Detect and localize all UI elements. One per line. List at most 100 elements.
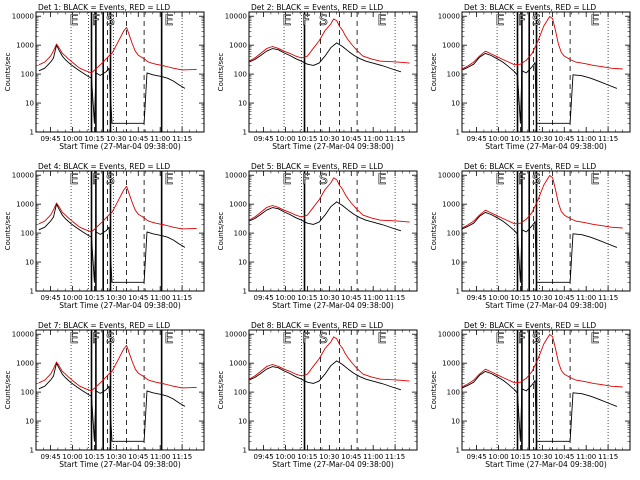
interval-letter: F bbox=[92, 13, 100, 29]
x-tick-label: 11:00 bbox=[363, 135, 383, 143]
interval-letter: F bbox=[302, 172, 310, 188]
x-tick-label: 10:45 bbox=[128, 453, 148, 461]
x-tick-label: 11:00 bbox=[363, 453, 383, 461]
x-tick-label: 10:15 bbox=[84, 453, 104, 461]
plot-frame bbox=[35, 329, 205, 451]
x-tick-label: 10:30 bbox=[532, 294, 552, 302]
x-tick-label: 10:30 bbox=[319, 135, 339, 143]
x-tick-label: 11:00 bbox=[363, 294, 383, 302]
interval-letter: F bbox=[92, 331, 100, 347]
series-events-line bbox=[462, 370, 618, 442]
x-tick-label: 10:00 bbox=[488, 294, 508, 302]
y-axis-label: Counts/sec bbox=[217, 53, 225, 92]
x-tick-label: 11:00 bbox=[150, 294, 170, 302]
x-tick-label: 09:45 bbox=[254, 135, 274, 143]
plot-frame bbox=[35, 170, 205, 292]
panel-title: Det 8: BLACK = Events, RED = LLD bbox=[251, 321, 383, 330]
plot-frame bbox=[461, 329, 631, 451]
x-tick-label: 10:45 bbox=[554, 294, 574, 302]
y-tick-label: 10 bbox=[451, 259, 460, 267]
panel-det-3: Det 3: BLACK = Events, RED = LLD 1 10 100 10… bbox=[430, 3, 631, 151]
x-axis-label: Start Time (27-Mar-04 09:38:00) bbox=[59, 142, 181, 151]
plot-frame bbox=[248, 329, 418, 451]
series-events-line bbox=[249, 360, 402, 391]
x-tick-label: 11:00 bbox=[576, 135, 596, 143]
y-tick-label: 100 bbox=[447, 389, 460, 397]
series-events-line bbox=[462, 52, 618, 124]
x-axis-label: Start Time (27-Mar-04 09:38:00) bbox=[485, 142, 607, 151]
series-lld-line bbox=[462, 334, 623, 388]
panel-title: Det 6: BLACK = Events, RED = LLD bbox=[464, 162, 596, 171]
x-tick-label: 10:15 bbox=[510, 294, 530, 302]
series-events-line bbox=[38, 203, 186, 283]
x-tick-label: 10:45 bbox=[554, 453, 574, 461]
interval-letter: E bbox=[70, 172, 79, 188]
y-tick-label: 1000 bbox=[16, 42, 34, 50]
interval-letter: F bbox=[518, 13, 526, 29]
interval-letter: E bbox=[591, 13, 600, 29]
x-tick-label: 09:45 bbox=[467, 135, 487, 143]
y-axis-label: Counts/sec bbox=[217, 212, 225, 251]
panel-det-9: Det 9: BLACK = Events, RED = LLD 1 10 100 10… bbox=[430, 321, 631, 469]
x-tick-label: 10:30 bbox=[106, 135, 126, 143]
interval-letter: E bbox=[496, 172, 505, 188]
x-tick-label: 10:45 bbox=[341, 135, 361, 143]
x-tick-label: 11:15 bbox=[598, 453, 618, 461]
x-tick-label: 09:45 bbox=[41, 294, 61, 302]
x-tick-label: 10:00 bbox=[62, 135, 82, 143]
y-tick-label: 1000 bbox=[229, 360, 247, 368]
x-axis-label: Start Time (27-Mar-04 09:38:00) bbox=[272, 301, 394, 310]
x-tick-label: 09:45 bbox=[254, 294, 274, 302]
y-tick-label: 1000 bbox=[16, 201, 34, 209]
interval-letter: F bbox=[518, 172, 526, 188]
interval-letter: S bbox=[532, 13, 541, 29]
x-tick-label: 10:00 bbox=[488, 453, 508, 461]
x-tick-label: 11:00 bbox=[150, 453, 170, 461]
y-tick-label: 1000 bbox=[229, 201, 247, 209]
x-tick-label: 10:15 bbox=[510, 453, 530, 461]
x-axis-label: Start Time (27-Mar-04 09:38:00) bbox=[485, 460, 607, 469]
interval-letter: S bbox=[319, 13, 328, 29]
x-axis-label: Start Time (27-Mar-04 09:38:00) bbox=[59, 460, 181, 469]
y-tick-label: 1000 bbox=[229, 42, 247, 50]
x-tick-label: 10:00 bbox=[275, 453, 295, 461]
y-tick-label: 1 bbox=[243, 447, 247, 455]
interval-letter: E bbox=[591, 172, 600, 188]
interval-letter: E bbox=[378, 331, 387, 347]
interval-letter: E bbox=[283, 13, 292, 29]
x-tick-label: 10:30 bbox=[532, 135, 552, 143]
x-tick-label: 11:15 bbox=[172, 135, 192, 143]
interval-letter: S bbox=[319, 172, 328, 188]
series-events-line bbox=[462, 211, 618, 283]
interval-letter: F bbox=[518, 331, 526, 347]
panel-title: Det 2: BLACK = Events, RED = LLD bbox=[251, 3, 383, 12]
y-tick-label: 100 bbox=[234, 71, 247, 79]
interval-letter: E bbox=[165, 13, 174, 29]
interval-letter: E bbox=[496, 331, 505, 347]
y-tick-label: 10 bbox=[238, 259, 247, 267]
plot-frame bbox=[35, 11, 205, 133]
y-tick-label: 10000 bbox=[438, 13, 460, 21]
y-tick-label: 1000 bbox=[16, 360, 34, 368]
y-tick-label: 10 bbox=[25, 259, 34, 267]
series-events-line bbox=[249, 201, 402, 232]
interval-letter: F bbox=[302, 13, 310, 29]
x-tick-label: 09:45 bbox=[467, 453, 487, 461]
y-tick-label: 1 bbox=[456, 129, 460, 137]
y-tick-label: 10 bbox=[238, 100, 247, 108]
interval-letter: S bbox=[532, 331, 541, 347]
x-tick-label: 10:45 bbox=[128, 135, 148, 143]
x-tick-label: 10:00 bbox=[488, 135, 508, 143]
x-tick-label: 11:15 bbox=[598, 135, 618, 143]
x-tick-label: 09:45 bbox=[254, 453, 274, 461]
y-tick-label: 1 bbox=[456, 447, 460, 455]
y-tick-label: 100 bbox=[234, 389, 247, 397]
x-axis-label: Start Time (27-Mar-04 09:38:00) bbox=[59, 301, 181, 310]
panel-title: Det 3: BLACK = Events, RED = LLD bbox=[464, 3, 596, 12]
interval-letter: F bbox=[92, 172, 100, 188]
series-lld-line bbox=[249, 336, 410, 382]
panel-det-8: Det 8: BLACK = Events, RED = LLD 1 10 100 10… bbox=[217, 321, 418, 469]
y-axis-label: Counts/sec bbox=[217, 371, 225, 410]
x-tick-label: 10:15 bbox=[510, 135, 530, 143]
plot-frame bbox=[248, 170, 418, 292]
